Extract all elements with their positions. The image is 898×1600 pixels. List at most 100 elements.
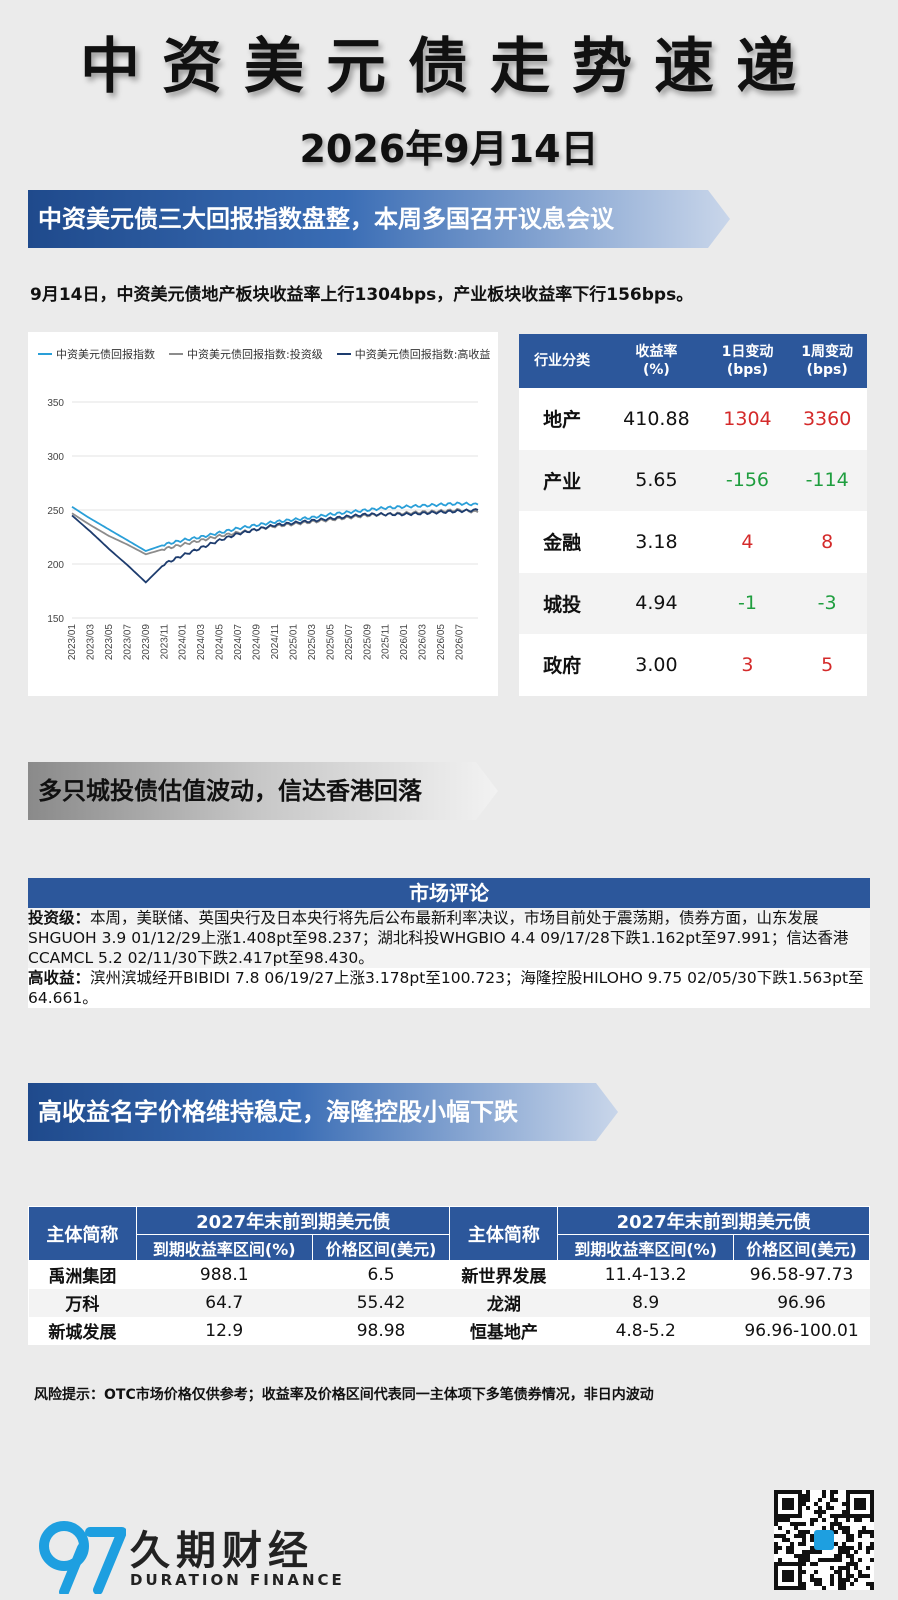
industry-1w-change: 3360 [802,407,852,430]
x-tick-label: 2025/09 [362,624,373,661]
hy-label: 高收益： [28,969,91,987]
industry-1w-change: -3 [787,572,867,634]
ytm-range: 988.1 [199,1264,249,1285]
x-tick-label: 2025/05 [325,624,336,661]
risk-notice: 风险提示：OTC市场价格仅供参考；收益率及价格区间代表同一主体项下多笔债券情况，… [34,1387,654,1403]
x-tick-label: 2024/07 [233,624,244,661]
x-tick-label: 2023/05 [104,624,115,661]
th-price-left: 价格区间(美元) [311,1234,451,1261]
x-tick-label: 2023/01 [67,624,78,661]
industry-yield: 5.65 [605,449,708,511]
commentary-title: 市场评论 [28,878,870,908]
price-range: 96.96-100.01 [744,1320,859,1341]
legend-swatch [38,353,52,355]
market-commentary: 市场评论 投资级：本周，美联储、英国央行及日本央行将先后公布最新利率决议，市场目… [28,878,870,1008]
th-1d: 1日变动 (bps) [707,334,788,388]
logo-97-icon [39,1521,127,1597]
industry-name: 产业 [519,449,606,511]
th-industry: 行业分类 [519,334,606,388]
ytm-range: 12.9 [205,1320,244,1341]
y-tick-label: 150 [47,614,64,625]
x-tick-label: 2024/09 [252,624,263,661]
ig-label: 投资级： [28,909,91,927]
th-group-left: 2027年末前到期美元债 [135,1206,451,1235]
industry-yield: 3.00 [635,653,678,676]
industry-1d-change: 1304 [723,407,772,430]
ytm-range: 64.7 [136,1288,313,1317]
th-price-right: 价格区间(美元) [733,1234,870,1261]
issuer-name: 龙湖 [449,1288,558,1317]
commentary-ig: 投资级：本周，美联储、英国央行及日本央行将先后公布最新利率决议，市场目前处于震荡… [28,908,870,968]
legend-item: 中资美元债回报指数 [38,346,155,362]
industry-1d-change: -1 [707,572,788,634]
logo-text-cn: 久期财经 [130,1528,314,1574]
legend-label: 中资美元债回报指数:投资级 [187,348,323,361]
ytm-range: 11.4-13.2 [604,1264,687,1285]
x-tick-label: 2025/01 [288,624,299,661]
hy-row: 禹洲集团 988.1 6.5 新世界发展 11.4-13.2 96.58-97.73 [29,1261,870,1289]
th-name-right: 主体简称 [449,1206,559,1261]
series-line [71,507,479,556]
commentary-hy: 高收益：滨州滨城经开BIBIDI 7.8 06/19/27上涨3.178pt至1… [28,968,870,1008]
industry-row: 政府 3.00 3 5 [519,634,867,696]
x-tick-label: 2024/05 [215,624,226,661]
industry-1d-change: 4 [741,530,754,553]
x-tick-label: 2023/11 [159,624,170,660]
hy-text: 滨州滨城经开BIBIDI 7.8 06/19/27上涨3.178pt至100.7… [28,969,864,1007]
industry-1d-change: 3 [741,653,754,676]
legend-swatch [169,353,183,355]
industry-1d-change: -156 [707,449,788,511]
industry-yield: 4.94 [605,572,708,634]
industry-name: 政府 [543,655,582,678]
th-group-right: 2027年末前到期美元债 [557,1206,870,1235]
industry-1w-change: 5 [821,653,834,676]
price-range: 6.5 [367,1264,395,1285]
hy-row: 万科 64.7 55.42 龙湖 8.9 96.96 [28,1288,870,1317]
industry-row: 金融 3.18 4 8 [519,511,867,573]
price-range: 96.58-97.73 [749,1264,854,1285]
industry-name: 地产 [543,409,582,432]
x-tick-label: 2024/11 [270,624,281,660]
hy-row: 新城发展 12.9 98.98 恒基地产 4.8-5.2 96.96-100.01 [29,1317,870,1345]
page-date: 2026年9月14日 [299,127,599,171]
chart-legend: 中资美元债回报指数 中资美元债回报指数:投资级 中资美元债回报指数:高收益 [38,346,490,362]
x-tick-label: 2024/01 [178,624,189,661]
th-yield-right: 到期收益率区间(%) [557,1234,735,1261]
section3-banner: 高收益名字价格维持稳定，海隆控股小幅下跌 [28,1083,618,1141]
th-name-left: 主体简称 [28,1206,137,1261]
industry-table: 行业分类 收益率 (%) 1日变动 (bps) 1周变动 (bps) 地产 410.88… [519,334,867,696]
page-title: 中资美元债走势速递 [80,32,818,102]
industry-yield: 410.88 [623,407,690,430]
section1-banner: 中资美元债三大回报指数盘整，本周多国召开议息会议 [28,190,730,248]
x-tick-label: 2024/03 [196,624,207,661]
ig-text: 本周，美联储、英国央行及日本央行将先后公布最新利率决议，市场目前处于震荡期，债券… [28,909,849,967]
industry-row: 城投 4.94 -1 -3 [519,572,867,634]
legend-item: 中资美元债回报指数:高收益 [336,346,490,362]
x-tick-label: 2025/03 [307,624,318,661]
duration-finance-logo: 久期财经 DURATION FINANCE [34,1516,354,1597]
y-tick-label: 200 [47,560,64,571]
industry-1w-change: 8 [821,530,834,553]
section2-banner: 多只城投债估值波动，信达香港回落 [28,762,498,820]
series-line [71,501,479,552]
issuer-name: 新世界发展 [461,1267,547,1288]
th-1w: 1周变动 (bps) [787,334,867,388]
ytm-range: 4.8-5.2 [615,1320,676,1341]
price-range: 96.96 [733,1288,870,1317]
chart-canvas: 150 200 250 300 350 2023/01 2023/03 2023/05 2023… [47,398,479,661]
y-tick-label: 300 [47,452,64,463]
x-tick-label: 2023/03 [85,624,96,661]
x-tick-label: 2026/05 [436,624,447,661]
industry-yield: 3.18 [635,530,678,553]
legend-label: 中资美元债回报指数 [56,348,155,361]
x-tick-label: 2023/07 [122,624,133,661]
issuer-name: 恒基地产 [469,1323,538,1343]
return-index-chart: 150 200 250 300 350 2023/01 2023/03 2023/05 2023… [28,332,498,696]
summary-text: 9月14日，中资美元债地产板块收益率上行1304bps，产业板块收益率下行156… [30,285,694,305]
industry-name: 金融 [543,532,582,555]
x-tick-label: 2026/07 [455,624,466,661]
series-line [71,508,479,584]
industry-1w-change: -114 [787,449,867,511]
x-tick-label: 2026/01 [399,624,410,661]
logo-text-en: DURATION FINANCE [130,1571,345,1589]
